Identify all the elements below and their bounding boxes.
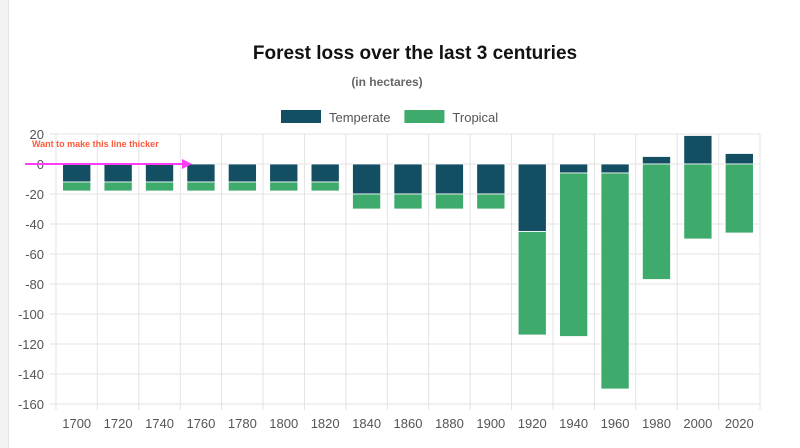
- bar-tropical-1860: [393, 193, 423, 210]
- x-tick-label: 1700: [62, 416, 91, 431]
- bar-temperate-1700: [62, 163, 92, 183]
- y-tick-label: 20: [30, 127, 44, 142]
- bar-tropical-1900: [476, 193, 506, 210]
- bar-temperate-1720: [103, 163, 133, 183]
- x-tick-label: 1840: [352, 416, 381, 431]
- bar-tropical-1760: [186, 181, 216, 192]
- bar-temperate-1940: [559, 163, 589, 174]
- chart-subtitle: (in hectares): [351, 75, 422, 89]
- x-tick-label: 1860: [394, 416, 423, 431]
- bar-temperate-1780: [227, 163, 257, 183]
- x-tick-label: 1760: [186, 416, 215, 431]
- bar-temperate-1860: [393, 163, 423, 195]
- bar-tropical-1840: [352, 193, 382, 210]
- bar-temperate-1820: [310, 163, 340, 183]
- bar-tropical-1940: [559, 172, 589, 337]
- bar-tropical-1700: [62, 181, 92, 192]
- annotation: Want to make this line thicker: [25, 139, 192, 169]
- arrowhead-icon: [182, 159, 192, 169]
- y-tick-label: -20: [25, 187, 44, 202]
- bar-temperate-2020: [724, 153, 754, 165]
- bar-tropical-1740: [145, 181, 175, 192]
- bar-tropical-1720: [103, 181, 133, 192]
- y-tick-label: -40: [25, 217, 44, 232]
- bars: [62, 135, 754, 390]
- x-tick-label: 1820: [311, 416, 340, 431]
- bar-temperate-1840: [352, 163, 382, 195]
- x-tick-label: 1800: [269, 416, 298, 431]
- bar-tropical-1880: [434, 193, 464, 210]
- bar-temperate-1880: [434, 163, 464, 195]
- y-tick-label: -120: [18, 337, 44, 352]
- bar-tropical-1960: [600, 172, 630, 390]
- bar-tropical-2020: [724, 163, 754, 234]
- annotation-text: Want to make this line thicker: [32, 139, 159, 149]
- bar-temperate-2000: [683, 135, 713, 165]
- y-tick-label: -100: [18, 307, 44, 322]
- bar-temperate-1920: [517, 163, 547, 232]
- bar-temperate-1980: [641, 156, 671, 165]
- x-tick-label: 1900: [476, 416, 505, 431]
- legend: Temperate Tropical: [281, 110, 498, 125]
- legend-label-tropical[interactable]: Tropical: [452, 110, 498, 125]
- bar-temperate-1900: [476, 163, 506, 195]
- legend-label-temperate[interactable]: Temperate: [329, 110, 390, 125]
- x-tick-label: 1720: [104, 416, 133, 431]
- legend-swatch-tropical: [404, 110, 445, 123]
- chart-title: Forest loss over the last 3 centuries: [253, 43, 577, 64]
- bar-tropical-1800: [269, 181, 299, 192]
- legend-swatch-temperate: [281, 110, 321, 123]
- x-tick-label: 1940: [559, 416, 588, 431]
- bar-tropical-1920: [517, 231, 547, 336]
- bar-temperate-1760: [186, 163, 216, 183]
- x-tick-label: 1980: [642, 416, 671, 431]
- y-tick-label: -80: [25, 277, 44, 292]
- x-tick-label: 2000: [683, 416, 712, 431]
- bar-tropical-1980: [641, 163, 671, 280]
- y-tick-label: -140: [18, 367, 44, 382]
- x-tick-label: 1780: [228, 416, 257, 431]
- x-tick-label: 1740: [145, 416, 174, 431]
- bar-temperate-1800: [269, 163, 299, 183]
- x-tick-label: 1920: [518, 416, 547, 431]
- x-tick-label: 2020: [725, 416, 754, 431]
- bar-tropical-2000: [683, 163, 713, 240]
- bar-temperate-1740: [145, 163, 175, 183]
- grid: [50, 133, 761, 410]
- y-tick-label: -60: [25, 247, 44, 262]
- x-tick-label: 1880: [435, 416, 464, 431]
- y-tick-label: -160: [18, 397, 44, 412]
- bar-tropical-1820: [310, 181, 340, 192]
- window-edge: [0, 0, 9, 448]
- bar-tropical-1780: [227, 181, 257, 192]
- bar-temperate-1960: [600, 163, 630, 174]
- x-tick-label: 1960: [601, 416, 630, 431]
